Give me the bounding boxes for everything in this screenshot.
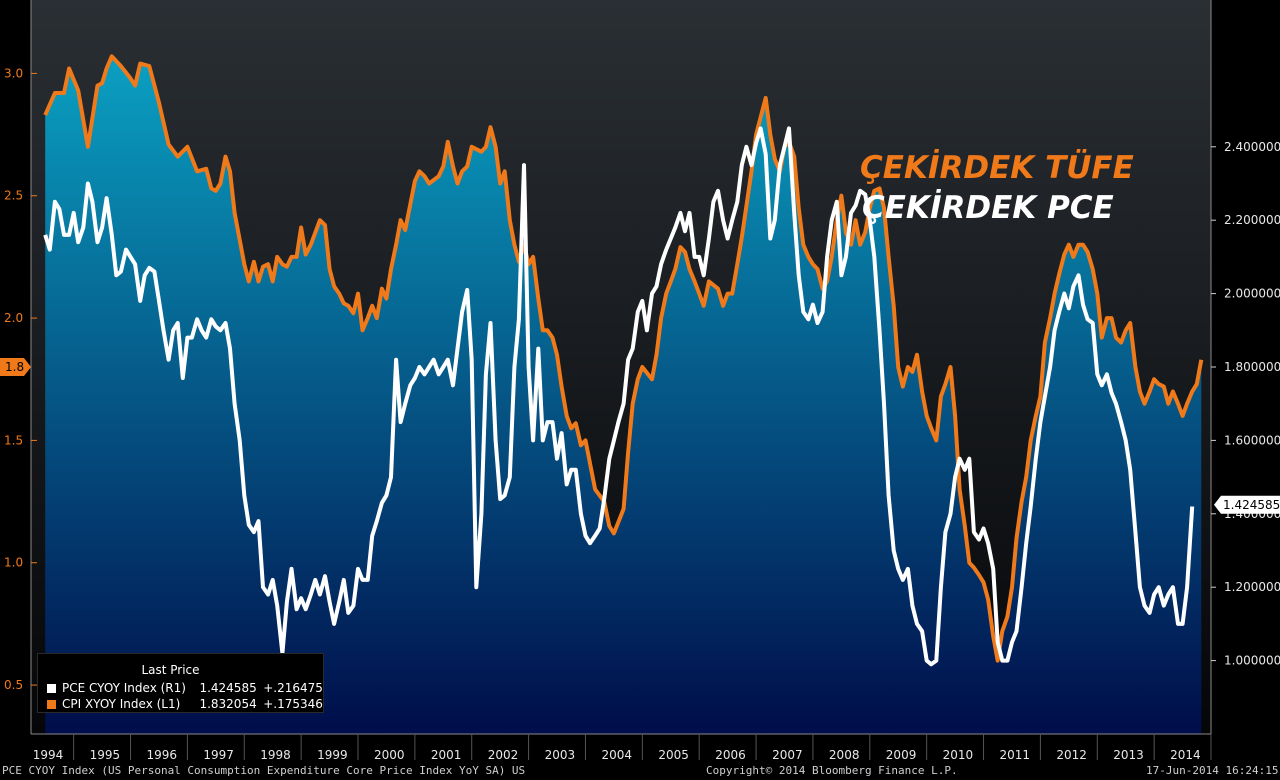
pce-annotation: ÇEKİRDEK PCE	[862, 190, 1114, 226]
x-tick-label: 2007	[772, 748, 803, 762]
legend-last-cpi: 1.832054	[199, 697, 257, 711]
legend-last-pce: 1.424585	[199, 681, 257, 695]
left-tick-label: 2.0	[4, 311, 23, 325]
pce-series-line	[43, 126, 1195, 667]
legend-row-cpi: CPI XYOY Index (L1) 1.832054 +.175346	[38, 696, 323, 712]
left-tick-label: 1.5	[4, 433, 23, 447]
x-tick-label: 1995	[90, 748, 121, 762]
series-lines-layer	[43, 54, 1204, 667]
x-tick-label: 2005	[658, 748, 689, 762]
legend-swatch-cpi	[47, 699, 56, 709]
footer-timestamp: 17-Jun-2014 16:24:15	[1146, 764, 1279, 777]
x-tick-label: 2004	[601, 748, 632, 762]
left-tick-label: 2.5	[4, 189, 23, 203]
right-tick-label: 1.200000	[1224, 580, 1280, 594]
axes-layer: 0.51.01.52.02.53.01.0000001.2000001.4000…	[0, 0, 1280, 762]
right-last-value-marker	[1214, 495, 1280, 514]
line-chart: 0.51.01.52.02.53.01.0000001.2000001.4000…	[0, 0, 1280, 762]
x-tick-label: 2010	[943, 748, 974, 762]
legend-box: Last Price PCE CYOY Index (R1) 1.424585 …	[37, 653, 324, 713]
cpi-annotation: ÇEKİRDEK TÜFE	[860, 150, 1134, 186]
x-tick-label: 2006	[715, 748, 746, 762]
cpi-series-line	[43, 54, 1204, 663]
x-tick-label: 1996	[147, 748, 178, 762]
x-tick-label: 2008	[829, 748, 860, 762]
legend-change-pce: +.216475	[263, 681, 323, 695]
footer-copyright: Copyright© 2014 Bloomberg Finance L.P.	[706, 764, 958, 777]
x-tick-label: 2012	[1056, 748, 1087, 762]
right-tick-label: 2.400000	[1224, 140, 1280, 154]
x-tick-label: 2013	[1113, 748, 1144, 762]
right-tick-label: 2.200000	[1224, 213, 1280, 227]
right-tick-label: 1.000000	[1224, 654, 1280, 668]
legend-row-pce: PCE CYOY Index (R1) 1.424585 +.216475	[38, 680, 323, 696]
x-tick-label: 1997	[203, 748, 234, 762]
x-tick-label: 2009	[886, 748, 917, 762]
x-tick-label: 2003	[545, 748, 576, 762]
right-last-value-label: 1.424585	[1223, 498, 1280, 512]
legend-name-pce: PCE CYOY Index (R1)	[61, 681, 186, 695]
x-tick-label: 2002	[488, 748, 519, 762]
left-last-value-label: 1.8	[5, 360, 24, 374]
legend-swatch-pce	[47, 683, 56, 693]
right-tick-label: 1.600000	[1224, 433, 1280, 447]
right-tick-label: 2.000000	[1224, 287, 1280, 301]
x-tick-label: 2011	[1000, 748, 1031, 762]
x-tick-label: 1994	[33, 748, 64, 762]
cpi-area-fill	[45, 56, 1202, 735]
right-tick-label: 1.800000	[1224, 360, 1280, 374]
x-tick-label: 2001	[431, 748, 462, 762]
cpi-area-layer	[45, 56, 1202, 735]
left-tick-label: 0.5	[4, 678, 23, 692]
x-tick-label: 1999	[317, 748, 348, 762]
legend-name-cpi: CPI XYOY Index (L1)	[61, 697, 181, 711]
x-tick-label: 2000	[374, 748, 405, 762]
left-tick-label: 3.0	[4, 66, 23, 80]
legend-change-cpi: +.175346	[263, 697, 323, 711]
x-tick-label: 2014	[1170, 748, 1201, 762]
footer-source: PCE CYOY Index (US Personal Consumption …	[2, 764, 526, 777]
legend-header: Last Price	[141, 663, 200, 677]
left-last-value-marker	[0, 358, 31, 376]
x-tick-label: 1998	[260, 748, 291, 762]
left-tick-label: 1.0	[4, 556, 23, 570]
